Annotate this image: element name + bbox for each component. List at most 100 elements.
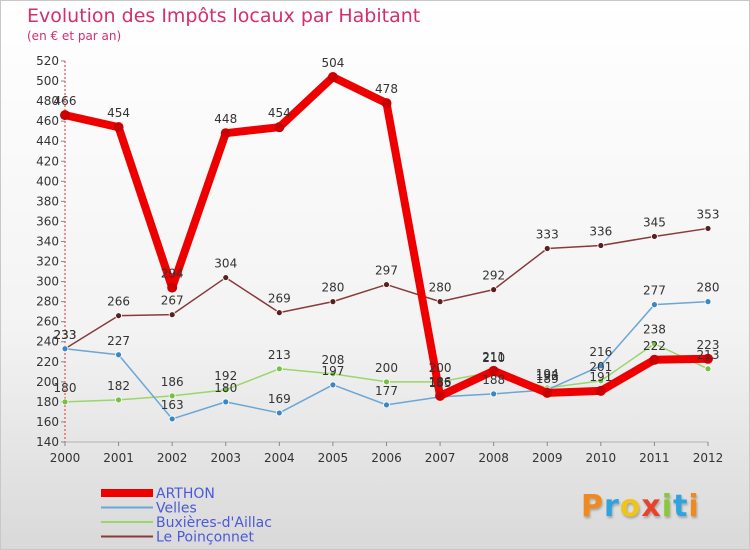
data-point-le-poinconnet (490, 286, 498, 294)
data-label-buxieres-d-aillac: 208 (321, 353, 344, 367)
data-point-velles (704, 298, 712, 306)
data-point-arthon (60, 110, 70, 121)
logo-letter: i (661, 489, 674, 524)
x-tick-label: 2008 (478, 451, 509, 465)
logo-letter: i (688, 489, 700, 524)
data-label-le-poinconnet: 266 (107, 295, 130, 309)
data-label-arthon: 448 (214, 112, 237, 126)
data-label-arthon: 478 (375, 82, 398, 96)
data-point-arthon (113, 122, 124, 133)
data-label-arthon: 189 (536, 372, 559, 386)
y-tick-label: 280 (36, 295, 59, 309)
x-tick-label: 2003 (210, 451, 241, 465)
logo-letter: t (673, 489, 689, 524)
data-label-velles: 192 (536, 369, 559, 383)
data-point-arthon (381, 98, 392, 109)
series-layer (60, 72, 713, 423)
data-point-velles (275, 409, 283, 417)
y-tick-label: 360 (36, 214, 59, 228)
y-tick-label: 140 (36, 435, 59, 449)
y-tick-label: 320 (36, 255, 59, 269)
x-tick-label: 2012 (693, 451, 724, 465)
data-point-le-poinconnet (436, 298, 444, 306)
data-point-buxieres-d-aillac (704, 365, 712, 373)
data-label-arthon: 294 (161, 267, 184, 281)
x-tick-label: 2006 (371, 451, 402, 465)
data-label-velles: 185 (429, 376, 452, 390)
data-point-velles (597, 362, 605, 370)
data-point-velles (168, 415, 176, 423)
legend-label-buxieres-d-aillac: Buxières-d'Aillac (156, 515, 272, 531)
y-tick-label: 440 (36, 134, 59, 148)
chart-title: Evolution des Impôts locaux par Habitant (27, 5, 421, 27)
data-label-arthon: 454 (107, 106, 130, 120)
data-label-buxieres-d-aillac: 213 (268, 348, 291, 362)
data-label-buxieres-d-aillac: 210 (482, 351, 505, 365)
data-point-arthon (327, 72, 338, 83)
legend-label-le-poinconnet: Le Poinçonnet (156, 530, 255, 546)
data-point-arthon (220, 128, 231, 139)
data-point-buxieres-d-aillac (115, 396, 122, 404)
data-point-buxieres-d-aillac (597, 377, 605, 385)
chart-subtitle: (en € et par an) (27, 29, 122, 43)
x-tick-label: 2002 (157, 451, 188, 465)
data-label-buxieres-d-aillac: 180 (54, 381, 77, 395)
y-tick-label: 480 (36, 94, 59, 108)
logo-letter: P (581, 489, 604, 524)
data-label-arthon: 504 (321, 56, 344, 70)
series-velles (61, 298, 712, 423)
data-label-le-poinconnet: 345 (643, 215, 666, 229)
logo-letter: x (641, 489, 662, 524)
x-tick-label: 2004 (264, 451, 295, 465)
data-label-buxieres-d-aillac: 192 (214, 369, 237, 383)
data-point-buxieres-d-aillac (222, 386, 230, 394)
data-point-velles (61, 345, 69, 353)
data-point-velles (222, 398, 230, 406)
y-tick-label: 240 (36, 335, 59, 349)
y-tick-label: 460 (36, 114, 59, 128)
data-point-arthon (703, 353, 713, 364)
y-tick-label: 420 (36, 154, 59, 168)
data-point-buxieres-d-aillac (61, 398, 69, 406)
data-label-le-poinconnet: 267 (161, 294, 184, 308)
data-label-arthon: 466 (54, 94, 77, 108)
y-tick-label: 260 (36, 315, 59, 329)
y-tick-label: 340 (36, 234, 59, 248)
data-labels: 233 266 267 304 269 280 297 280 292 333 336 345 353 1… (54, 56, 720, 412)
data-point-le-poinconnet (168, 311, 176, 319)
data-point-buxieres-d-aillac (168, 392, 176, 400)
data-point-velles (329, 381, 337, 389)
data-label-buxieres-d-aillac: 200 (429, 361, 452, 375)
data-label-arthon: 223 (697, 338, 720, 352)
series-buxieres-d-aillac (61, 340, 712, 406)
data-label-le-poinconnet: 353 (697, 207, 720, 221)
data-label-le-poinconnet: 280 (429, 281, 452, 295)
data-label-le-poinconnet: 336 (589, 224, 612, 238)
data-point-arthon (649, 354, 660, 365)
data-label-buxieres-d-aillac: 194 (536, 367, 559, 381)
data-label-velles: 280 (697, 281, 720, 295)
logo-letter: o (619, 489, 642, 524)
proxiti-logo: Proxiti (581, 489, 700, 524)
data-point-le-poinconnet (383, 281, 390, 288)
data-label-arthon: 186 (429, 375, 452, 389)
data-point-le-poinconnet (543, 245, 551, 252)
x-tick-label: 2001 (103, 451, 134, 465)
data-point-velles (651, 301, 658, 309)
data-label-velles: 233 (54, 328, 77, 342)
y-tick-label: 520 (36, 54, 59, 68)
data-label-le-poinconnet: 269 (268, 292, 291, 306)
data-label-le-poinconnet: 297 (375, 264, 398, 278)
data-label-velles: 227 (107, 334, 130, 348)
data-point-velles (115, 351, 122, 359)
x-tick-label: 2007 (425, 451, 456, 465)
data-point-arthon (488, 365, 499, 376)
data-label-velles: 180 (214, 381, 237, 395)
data-point-le-poinconnet (651, 233, 658, 240)
data-label-velles: 177 (375, 384, 398, 398)
data-label-velles: 163 (161, 398, 184, 412)
data-point-arthon (595, 385, 606, 396)
